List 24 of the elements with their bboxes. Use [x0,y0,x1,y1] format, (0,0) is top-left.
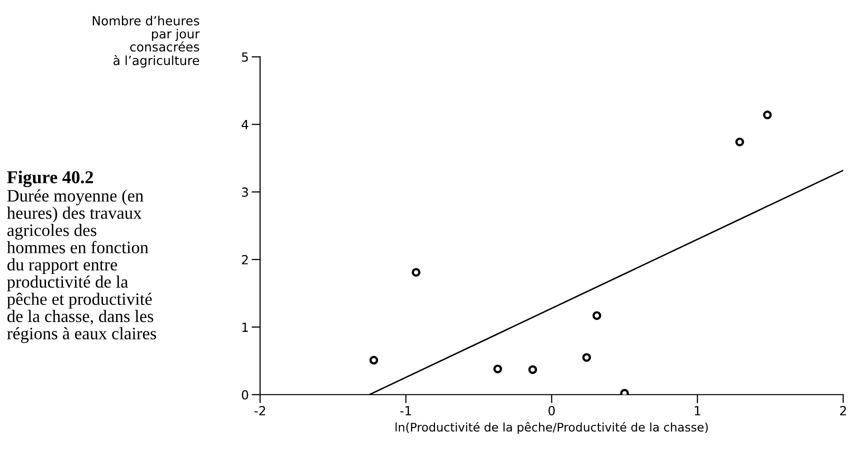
x-tick-label: 2 [840,406,846,416]
point [592,311,602,320]
x-tick-label: -1 [400,406,411,416]
y-axis-title: Nombre d’heures par jour consacrées à l’agriculture [92,16,200,68]
x-tick-label: -2 [254,406,266,416]
x-tick-label: 1 [694,406,700,416]
y-tick-label: 4 [242,120,248,130]
x-tick-label: 0 [548,406,555,416]
y-tick-label: 0 [242,390,248,400]
y-tick-label: 2 [242,254,248,264]
point [412,268,420,277]
point [493,364,502,374]
text: Durée moyenne (en heures) des travaux agricoles des hommes en fonction du rapport entre productivité de la pêche et productivité de la chasse, dans les régions à eaux claires [6,189,156,343]
y-tick-label: 3 [242,187,248,197]
x-axis-title: ln(Productivité de la pêche/Productivité de la chasse) [396,422,708,434]
y-tick-label: 1 [242,322,248,332]
point [582,353,592,362]
point [763,110,772,120]
point [528,365,538,374]
point [620,388,629,395]
text: Figure 40.2 [7,170,93,188]
point [735,138,744,146]
y-tick-label: 5 [242,52,248,62]
point [369,356,378,365]
